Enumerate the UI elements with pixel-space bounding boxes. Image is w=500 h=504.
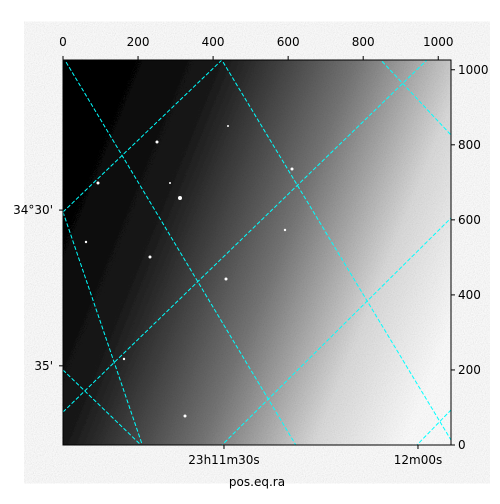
sky-image bbox=[63, 60, 451, 445]
frame bbox=[62, 59, 452, 446]
world-y-tick-label: 34°30' bbox=[13, 203, 53, 217]
x-tick-label: 200 bbox=[127, 35, 150, 49]
x-tick-label: 800 bbox=[352, 35, 375, 49]
y-tick-label: 1000 bbox=[458, 63, 489, 77]
coordinate-grid bbox=[63, 60, 451, 445]
x-tick-label: 1000 bbox=[423, 35, 454, 49]
y-tick-label: 400 bbox=[458, 288, 481, 302]
x-tick-label: 400 bbox=[202, 35, 225, 49]
x-tick-label: 600 bbox=[277, 35, 300, 49]
y-tick-label: 0 bbox=[458, 438, 466, 452]
y-tick-label: 200 bbox=[458, 363, 481, 377]
x-axis-label: pos.eq.ra bbox=[229, 475, 285, 489]
x-tick-label: 0 bbox=[59, 35, 67, 49]
y-tick-label: 800 bbox=[458, 138, 481, 152]
y-tick-label: 600 bbox=[458, 213, 481, 227]
stars bbox=[84, 125, 294, 418]
world-x-tick-label: 12m00s bbox=[394, 453, 442, 467]
world-y-tick-label: 35' bbox=[34, 359, 53, 373]
world-x-tick-label: 23h11m30s bbox=[188, 453, 259, 467]
